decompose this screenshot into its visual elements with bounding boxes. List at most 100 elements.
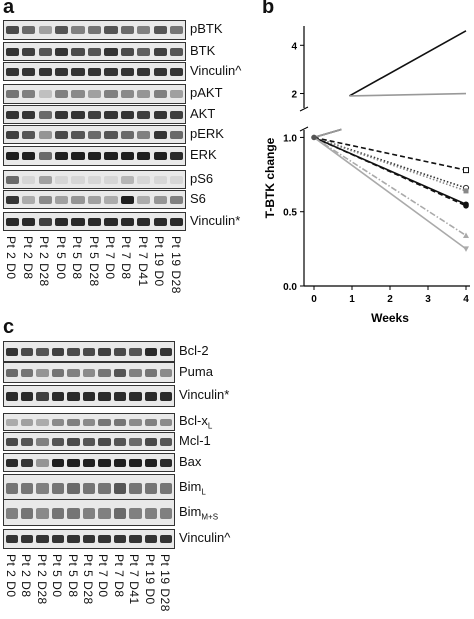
blot-strip xyxy=(3,453,175,472)
blot-band xyxy=(38,196,52,204)
blot-band xyxy=(98,368,111,378)
blot-band xyxy=(67,347,80,357)
blot-band xyxy=(5,196,19,204)
blot-label-text: Bcl-2 xyxy=(179,342,209,358)
blot-band xyxy=(55,48,69,56)
blot-band xyxy=(137,90,151,99)
blot-band xyxy=(144,482,157,494)
blot-band xyxy=(153,111,167,119)
blot-strip xyxy=(3,341,175,362)
blot-band xyxy=(129,392,142,401)
blot-band xyxy=(55,68,69,76)
blot-band xyxy=(137,68,151,76)
blot-band xyxy=(38,176,52,184)
lane-label: Pt 2 D0 xyxy=(3,554,18,598)
blot-label-text: S6 xyxy=(190,190,206,206)
blot-band xyxy=(51,482,65,494)
x-tick-label: 3 xyxy=(425,294,431,305)
blot-strip xyxy=(3,362,175,383)
blot-band xyxy=(137,152,151,161)
blot-label: Vinculin* xyxy=(179,387,229,402)
blot-band xyxy=(113,459,127,467)
y-tick-label: 1.0 xyxy=(283,133,297,144)
lane-label: Pt 7 D0 xyxy=(102,236,117,280)
blot-band xyxy=(5,459,18,467)
blot-band xyxy=(87,111,102,119)
blot-band xyxy=(5,176,19,184)
blot-band xyxy=(38,131,52,139)
lane-label: Pt 5 D8 xyxy=(70,236,85,280)
blot-band xyxy=(144,438,157,446)
blot-label: Vinculin* xyxy=(190,213,240,228)
lane-label: Pt 5 D0 xyxy=(53,236,68,280)
blot-band xyxy=(87,90,102,99)
blot-band xyxy=(67,459,80,467)
blot-band xyxy=(82,482,96,494)
blot-band xyxy=(22,218,36,226)
blot-band xyxy=(71,111,85,119)
blot-band xyxy=(87,176,102,184)
blot-band xyxy=(98,535,111,544)
series-line xyxy=(313,136,467,171)
blot-band xyxy=(5,482,18,494)
blot-band xyxy=(87,131,102,139)
blot-band xyxy=(55,196,69,204)
blot-band xyxy=(137,26,151,35)
blot-band xyxy=(71,131,85,139)
blot-band xyxy=(36,535,49,544)
blot-label-text: Vinculin^ xyxy=(179,530,231,545)
blot-band xyxy=(160,392,173,401)
blot-label: Vinculin^ xyxy=(190,63,241,78)
y-tick-label: 0.0 xyxy=(283,282,297,293)
blot-strip xyxy=(3,385,175,407)
chart-series xyxy=(311,30,470,252)
lane-label: Pt 7 D41 xyxy=(127,554,142,605)
lane-label: Pt 2 D8 xyxy=(19,554,34,598)
blot-band xyxy=(129,507,142,519)
blot-band xyxy=(22,90,36,99)
blot-strip xyxy=(3,529,175,549)
blot-band xyxy=(104,176,118,184)
blot-band xyxy=(5,535,18,544)
blot-band xyxy=(87,196,102,204)
blot-band xyxy=(71,152,85,161)
blot-band xyxy=(21,459,34,467)
blot-label: Puma xyxy=(179,364,213,379)
blot-band xyxy=(22,131,36,139)
blot-band xyxy=(67,482,80,494)
series-line xyxy=(349,92,467,97)
blot-band xyxy=(67,507,80,519)
blot-label: BimL xyxy=(179,479,206,497)
blot-band xyxy=(38,90,52,99)
blot-band xyxy=(98,507,111,519)
series-marker xyxy=(463,202,469,209)
blot-band xyxy=(5,368,18,378)
blot-band xyxy=(38,26,52,35)
blot-band xyxy=(160,418,173,426)
blot-band xyxy=(170,48,184,56)
blot-band xyxy=(67,418,80,426)
blot-band xyxy=(104,90,118,99)
blot-band xyxy=(21,368,34,378)
blot-band xyxy=(5,392,18,401)
blot-band xyxy=(38,111,52,119)
blot-label-text: Puma xyxy=(179,363,213,379)
blot-band xyxy=(67,438,80,446)
blot-band xyxy=(22,152,36,161)
blot-band xyxy=(113,347,127,357)
blot-band xyxy=(51,459,65,467)
blot-band xyxy=(36,459,49,467)
blot-band xyxy=(153,196,167,204)
blot-band xyxy=(144,507,157,519)
blot-band xyxy=(170,68,184,76)
blot-band xyxy=(144,392,157,401)
lane-label: Pt 2 D28 xyxy=(34,554,49,605)
series-line xyxy=(313,128,342,139)
blot-band xyxy=(36,392,49,401)
blot-band xyxy=(98,418,111,426)
y-tick-label: 4 xyxy=(291,41,297,52)
blot-band xyxy=(137,176,151,184)
blot-band xyxy=(137,218,151,226)
blot-band xyxy=(160,438,173,446)
lane-label: Pt 19 D28 xyxy=(158,554,173,612)
